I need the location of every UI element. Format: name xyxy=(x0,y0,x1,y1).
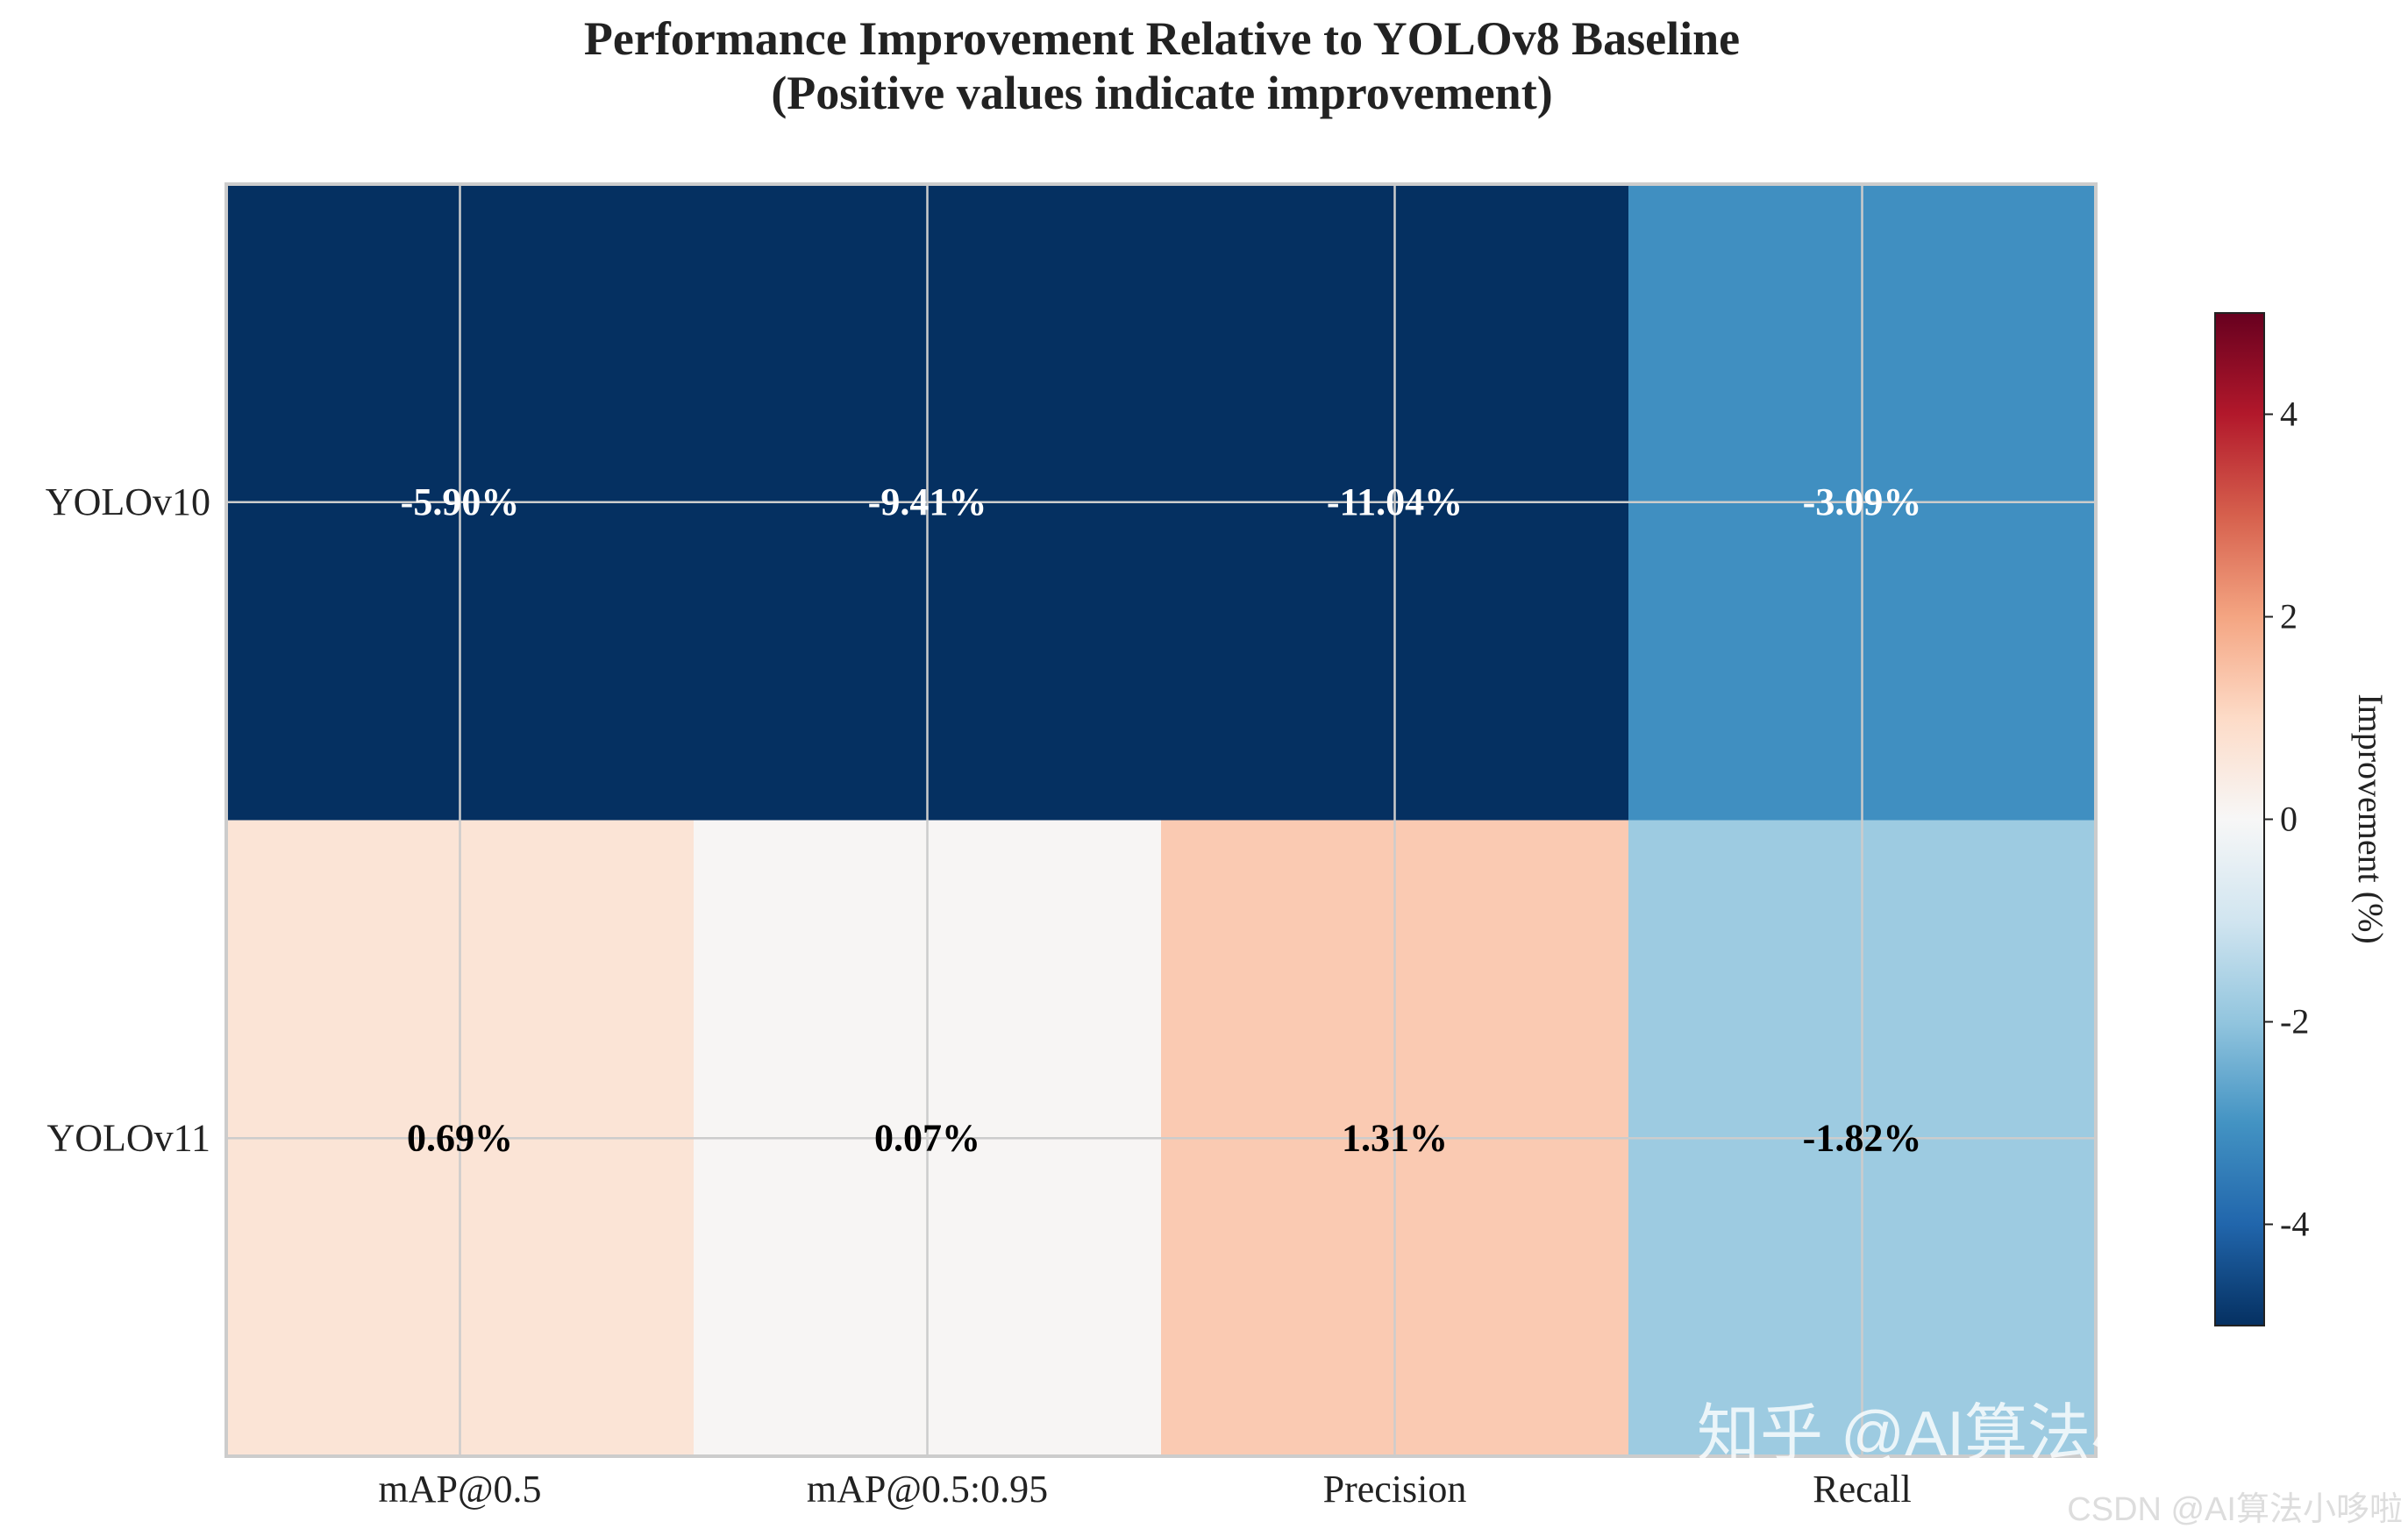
cell-value-label: -9.41% xyxy=(868,480,987,523)
chart-subtitle: (Positive values indicate improvement) xyxy=(771,67,1552,119)
colorbar-tick-label: 0 xyxy=(2280,800,2298,839)
chart-title: Performance Improvement Relative to YOLO… xyxy=(584,12,1740,65)
heatmap-cells xyxy=(226,184,2097,1457)
cell-value-label: -3.09% xyxy=(1803,480,1922,523)
column-tick-label: Precision xyxy=(1323,1468,1467,1511)
column-tick-labels: mAP@0.5 mAP@0.5:0.95 Precision Recall xyxy=(379,1468,1912,1511)
column-tick-label: mAP@0.5:0.95 xyxy=(807,1468,1048,1511)
colorbar-label: Improvement (%) xyxy=(2351,693,2390,943)
row-tick-labels: YOLOv10 YOLOv11 xyxy=(46,480,210,1160)
cell-value-label: 1.31% xyxy=(1342,1116,1448,1159)
colorbar-ticks: 4 2 0 -2 -4 xyxy=(2264,395,2309,1244)
colorbar-tick-label: -4 xyxy=(2280,1205,2309,1244)
zhihu-watermark: 知乎 @AI算法小哆啦 xyxy=(1697,1399,2280,1469)
cell-value-labels: -5.90% -9.41% -11.04% -3.09% 0.69% 0.07% 1.31%… xyxy=(401,480,1922,1160)
cell-value-label: -5.90% xyxy=(401,480,520,523)
cell-value-label: -11.04% xyxy=(1327,480,1463,523)
cell-value-label: 0.69% xyxy=(407,1116,513,1159)
colorbar xyxy=(2214,312,2265,1326)
csdn-watermark: CSDN @AI算法小哆啦 xyxy=(2067,1491,2403,1528)
cell-value-label: 0.07% xyxy=(874,1116,980,1159)
row-tick-label: YOLOv11 xyxy=(46,1116,210,1159)
colorbar-tick-label: -2 xyxy=(2280,1002,2309,1042)
row-tick-label: YOLOv10 xyxy=(46,480,210,523)
column-tick-label: mAP@0.5 xyxy=(379,1468,542,1511)
colorbar-tick-label: 4 xyxy=(2280,395,2298,434)
plot-frame xyxy=(224,182,2098,1458)
column-tick-label: Recall xyxy=(1813,1468,1911,1511)
cell-value-label: -1.82% xyxy=(1803,1116,1922,1159)
colorbar-tick-label: 2 xyxy=(2280,597,2298,636)
grid-lines xyxy=(226,184,2096,1456)
